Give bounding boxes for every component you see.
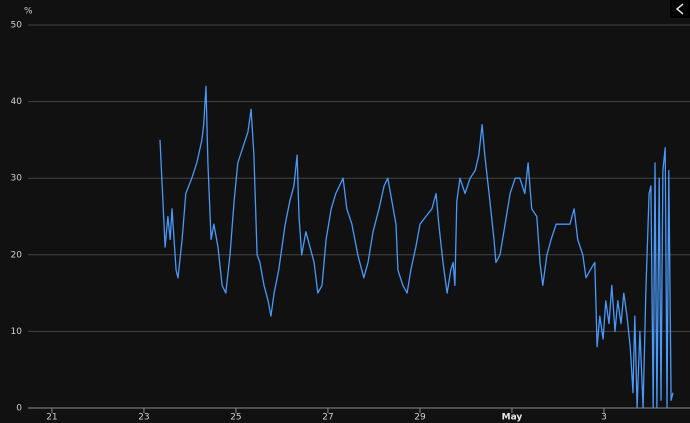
y-axis-label: % bbox=[24, 7, 33, 17]
y-tick-label: 40 bbox=[11, 97, 23, 107]
x-tick-label: May bbox=[502, 413, 523, 423]
x-tick-label: 25 bbox=[230, 413, 241, 423]
collapse-button[interactable] bbox=[670, 0, 690, 18]
y-tick-label: 10 bbox=[11, 327, 23, 337]
x-tick-label: 21 bbox=[46, 413, 57, 423]
x-tick-label: 23 bbox=[138, 413, 149, 423]
data-line bbox=[159, 85, 674, 409]
y-tick-label: 20 bbox=[11, 250, 23, 260]
y-tick-label: 0 bbox=[16, 404, 22, 414]
x-tick-label: 29 bbox=[414, 413, 426, 423]
x-tick-label: 27 bbox=[322, 413, 333, 423]
y-tick-label: 30 bbox=[11, 174, 23, 184]
y-tick-label: 50 bbox=[11, 21, 23, 31]
x-tick-label: 3 bbox=[601, 413, 607, 423]
